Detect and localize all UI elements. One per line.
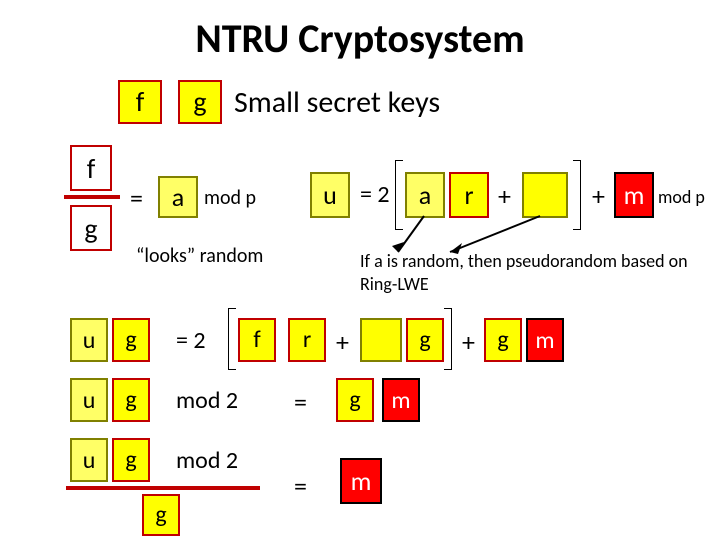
- box-m: m: [614, 172, 654, 218]
- l4-eq: =: [294, 386, 307, 418]
- l3-u: u: [70, 318, 108, 362]
- eq1-eq: =: [130, 182, 143, 214]
- l4-g: g: [112, 378, 150, 422]
- frac-line-left: [64, 195, 120, 199]
- l5-mod2: mod 2: [176, 446, 238, 475]
- l3-g3: g: [484, 318, 522, 362]
- label-small-secret: Small secret keys: [234, 84, 440, 121]
- l5-u: u: [70, 438, 108, 482]
- l3-eq2: = 2: [176, 326, 206, 355]
- label-conditional: If a is random, then pseudorandom based …: [360, 250, 690, 295]
- l4-g2: g: [336, 378, 374, 422]
- l3-plus2: +: [462, 326, 475, 358]
- eq2-modp: mod p: [658, 186, 705, 208]
- label-looks-random: “looks” random: [136, 244, 263, 268]
- page-title: NTRU Cryptosystem: [0, 14, 720, 63]
- box-f-left: f: [70, 145, 112, 191]
- l4-u: u: [70, 378, 108, 422]
- bracket-l3: [228, 308, 452, 370]
- l5-g-denom: g: [142, 494, 180, 536]
- box-f-top: f: [118, 80, 162, 124]
- box-g-top: g: [178, 80, 222, 124]
- l4-mod2: mod 2: [176, 386, 238, 415]
- l3-g: g: [112, 318, 150, 362]
- eq1-modp: mod p: [204, 186, 256, 210]
- box-g-left: g: [70, 205, 112, 251]
- box-a: a: [158, 176, 198, 218]
- l5-fracline: [66, 486, 260, 490]
- eq2-eq2: = 2: [360, 180, 390, 209]
- l3-m: m: [526, 318, 564, 362]
- l5-m: m: [340, 458, 382, 504]
- l5-g: g: [112, 438, 150, 482]
- eq2-plus2: +: [592, 180, 605, 212]
- l4-m: m: [382, 378, 420, 422]
- l5-eq: =: [294, 470, 307, 502]
